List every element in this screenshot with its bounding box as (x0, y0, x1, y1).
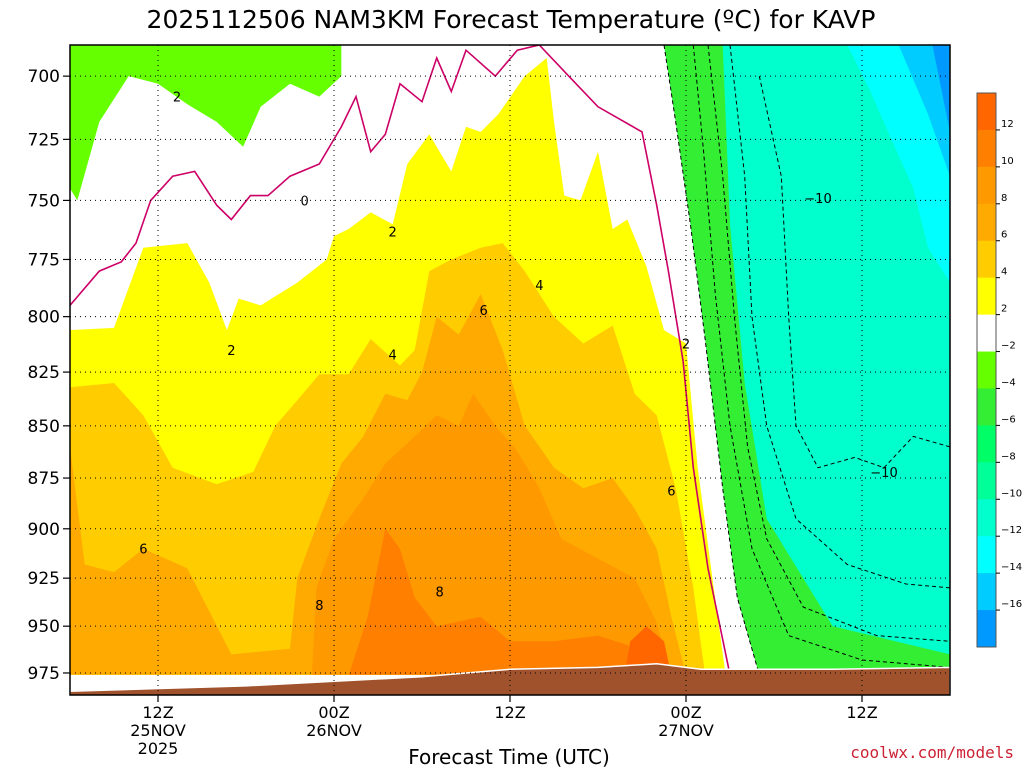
region-warm-zone-12-14 (624, 626, 672, 675)
y-tick-label: 975 (28, 664, 60, 684)
y-tick-label: 925 (28, 569, 60, 589)
colorbar-bin (977, 388, 996, 426)
contour-lines-layer (70, 45, 950, 675)
x-tick-label: 25NOV (130, 721, 186, 740)
colorbar-label: −2 (1001, 341, 1016, 352)
contour-line-minus4 (692, 45, 950, 668)
y-axis: 700 725 750 775 800 825 850 875 900 925 950 975 (28, 67, 70, 684)
x-tick-label: 00Z (318, 703, 349, 722)
region-cool-zone (664, 45, 950, 675)
contour-label: 4 (535, 279, 543, 294)
y-tick-label: 900 (28, 520, 60, 540)
x-axis-title: Forecast Time (UTC) (408, 745, 610, 768)
colorbar-bin (977, 166, 996, 205)
contour-label: 4 (389, 349, 397, 364)
colorbar-bin (977, 203, 996, 242)
x-tick-label: 12Z (494, 703, 525, 722)
colorbar-bin (977, 425, 996, 463)
terrain-fill (70, 662, 950, 695)
contour-label: 2 (682, 337, 690, 352)
y-tick-label: 750 (28, 191, 60, 211)
colorbar-label: −16 (1001, 599, 1022, 610)
colorbar-label: −6 (1001, 414, 1016, 425)
contour-line-minus10 (758, 75, 950, 469)
contour-label: 6 (667, 484, 675, 499)
y-tick-label: 875 (28, 469, 60, 489)
contour-line-minus2 (663, 45, 760, 675)
colorbar-label: −14 (1001, 562, 1022, 573)
contour-line-minus8 (729, 45, 950, 589)
region-cold-zone-3 (932, 45, 950, 132)
colorbar-label: −4 (1001, 377, 1016, 388)
contour-label: 2 (173, 91, 181, 106)
colorbar-label: 8 (1001, 193, 1007, 204)
colorbar-label: −10 (1001, 488, 1022, 499)
credit-text: coolwx.com/models (850, 743, 1014, 762)
colorbar-bin (977, 610, 996, 648)
colorbar-frame (976, 92, 997, 648)
region-cold-pocket-upper-left (70, 45, 342, 201)
colorbar-bin (977, 314, 996, 352)
colorbar-bin (977, 462, 996, 500)
colorbar-bin (977, 573, 996, 611)
contour-line-minus6 (707, 45, 950, 642)
colorbar-bin (977, 93, 996, 131)
x-tick-label: 12Z (142, 703, 173, 722)
chart-title: 2025112506 NAM3KM Forecast Temperature (… (147, 5, 876, 34)
colorbar-bin (977, 536, 996, 574)
colorbar-label: −8 (1001, 451, 1016, 462)
y-tick-label: 800 (28, 308, 60, 328)
contour-label: 8 (315, 599, 323, 614)
x-tick-label: 2025 (138, 739, 179, 758)
contour-label: 6 (139, 543, 147, 558)
y-tick-label: 775 (28, 250, 60, 270)
contour-label: 8 (435, 586, 443, 601)
temperature-fill-layer (70, 45, 950, 675)
colorbar-label: 4 (1001, 267, 1007, 278)
y-tick-label: 950 (28, 617, 60, 637)
colorbar: 12 10 8 6 4 2 −2 −4 −6 −8 −10 −12 −14 −16 (976, 92, 1022, 648)
colorbar-bin (977, 351, 996, 389)
colorbar-bin (977, 240, 996, 279)
y-tick-label: 700 (28, 67, 60, 87)
colorbar-label: 2 (1001, 304, 1007, 315)
colorbar-bin (977, 129, 996, 168)
contour-label: 2 (227, 344, 235, 359)
contour-labels-layer: 2 0 2 2 4 4 6 2 6 6 8 8 −10 −10 (139, 91, 898, 615)
region-warm-zone-10-12 (348, 528, 664, 675)
colorbar-label: 12 (1001, 119, 1014, 130)
terrain-layer (70, 662, 950, 695)
contour-label: 6 (479, 304, 487, 319)
x-tick-label: 12Z (846, 703, 877, 722)
grid-layer (70, 45, 950, 695)
colorbar-bin (977, 499, 996, 537)
x-tick-label: 26NOV (306, 721, 362, 740)
y-tick-label: 725 (28, 130, 60, 150)
y-tick-label: 825 (28, 363, 60, 383)
region-cold-zone-2 (898, 45, 950, 177)
x-tick-label: 27NOV (658, 721, 714, 740)
contour-label: 2 (389, 225, 397, 240)
x-tick-label: 00Z (670, 703, 701, 722)
colorbar-bin (977, 277, 996, 315)
contour-label: −10 (804, 192, 831, 207)
contour-line-0 (70, 45, 731, 675)
y-tick-label: 850 (28, 417, 60, 437)
contour-label: −10 (870, 466, 897, 481)
colorbar-label: 6 (1001, 230, 1007, 241)
contour-label: 0 (301, 194, 309, 209)
colorbar-label: −12 (1001, 525, 1022, 536)
colorbar-label: 10 (1001, 156, 1014, 167)
